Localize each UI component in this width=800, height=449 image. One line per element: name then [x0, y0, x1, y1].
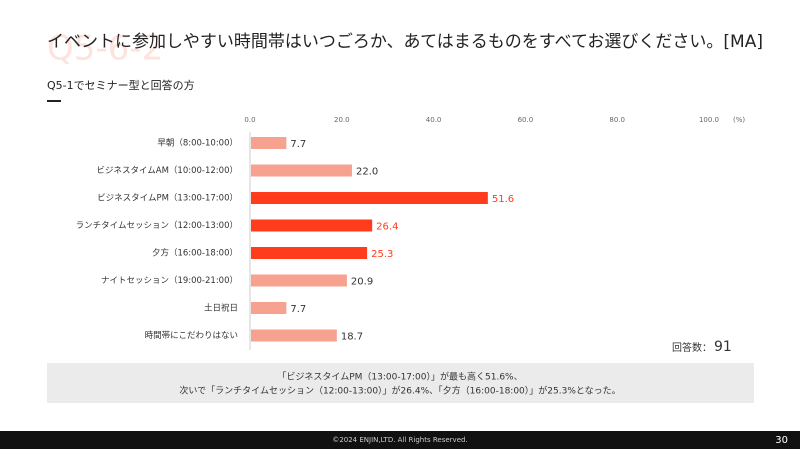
x-tick-label: 40.0	[426, 116, 442, 124]
title: イベントに参加しやすい時間帯はいつごろか、あてはまるものをすべてお選びください。…	[47, 32, 763, 52]
bar	[251, 137, 287, 149]
value-label: 7.7	[290, 139, 306, 150]
note-box	[47, 363, 754, 403]
value-label: 20.9	[351, 277, 373, 288]
category-label: ビジネスタイムPM（13:00-17:00）	[97, 193, 238, 204]
respondents-label: 回答数：	[672, 341, 712, 354]
subtitle: Q5-1でセミナー型と回答の方	[47, 78, 195, 92]
category-label: ランチタイムセッション（12:00-13:00）	[76, 220, 238, 231]
category-label: 早朝（8:00-10:00）	[157, 138, 238, 149]
watermark: Q5-6-2	[47, 29, 163, 69]
bar	[251, 192, 488, 204]
page-number: 30	[775, 435, 788, 446]
bar	[251, 274, 347, 287]
value-label: 51.6	[492, 194, 514, 205]
category-label: ビジネスタイムAM（10:00-12:00）	[96, 165, 238, 176]
note-line: 次いで「ランチタイムセッション（12:00-13:00）」が26.4%、「夕方（…	[179, 385, 620, 397]
bar	[251, 302, 287, 314]
note-line: 「ビジネスタイムPM（13:00-17:00）」が最も高く51.6%、	[277, 371, 522, 383]
x-tick-label: 80.0	[609, 116, 625, 124]
value-label: 26.4	[376, 222, 398, 233]
category-label: 土日祝日	[204, 303, 238, 314]
x-tick-label: 100.0	[699, 116, 719, 124]
value-label: 25.3	[371, 249, 393, 260]
category-label: ナイトセッション（19:00-21:00）	[101, 275, 238, 286]
value-label: 22.0	[356, 167, 378, 178]
respondents-n: 91	[714, 339, 732, 355]
value-label: 7.7	[290, 304, 306, 315]
footer: ©2024 ENJIN,LTD. All Rights Reserved.	[332, 436, 467, 444]
bar	[251, 329, 337, 342]
bar	[251, 219, 373, 232]
x-tick-label: 20.0	[334, 116, 350, 124]
x-tick-label: 0.0	[244, 116, 255, 124]
bar	[251, 247, 368, 259]
category-label: 夕方（16:00-18:00）	[152, 248, 238, 259]
value-label: 18.7	[341, 332, 363, 343]
x-tick-label: 60.0	[518, 116, 534, 124]
footer-bar	[0, 431, 800, 449]
unit: (%)	[733, 116, 745, 124]
bar	[251, 164, 352, 177]
category-label: 時間帯にこだわりはない	[145, 330, 238, 341]
